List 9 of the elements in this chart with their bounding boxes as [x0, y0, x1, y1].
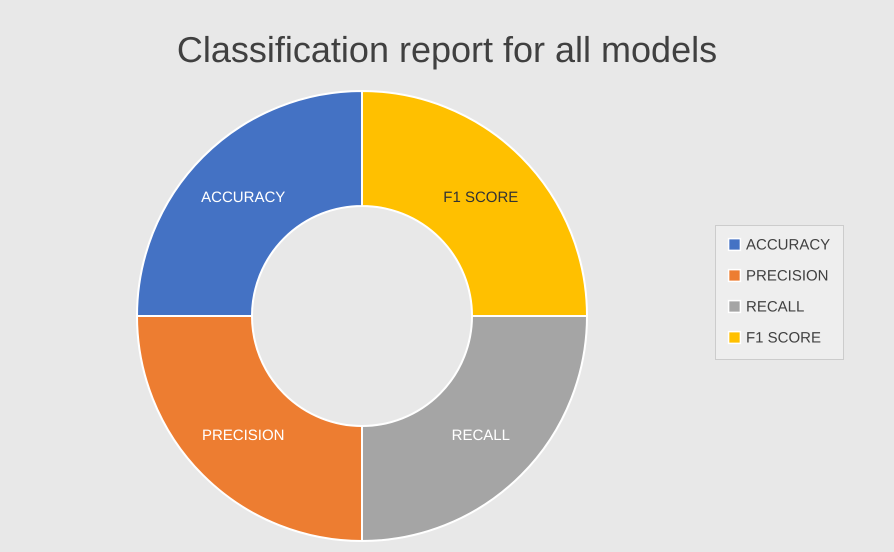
legend-label: PRECISION — [746, 268, 829, 284]
legend-label: F1 SCORE — [746, 330, 822, 346]
slice-label: PRECISION — [202, 426, 284, 444]
slice-label: ACCURACY — [201, 189, 286, 206]
slice-label: RECALL — [452, 426, 510, 444]
legend-label: ACCURACY — [746, 236, 830, 254]
slice-label: F1 SCORE — [443, 189, 518, 206]
chart-title: Classification report for all models — [176, 29, 718, 70]
legend-label: RECALL — [746, 298, 804, 316]
